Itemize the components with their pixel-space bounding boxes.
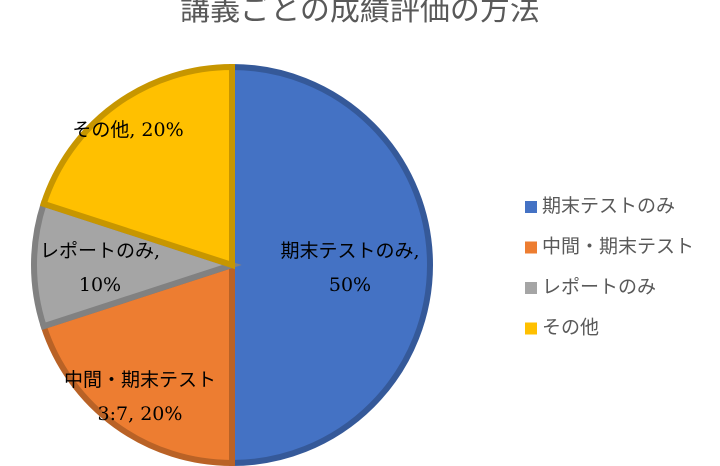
chart-title: 講義ごとの成績評価の方法 [180,0,540,28]
legend-marker [525,322,537,335]
legend-text: 中間・期末テスト [542,236,694,258]
legend-text: その他 [542,317,599,339]
legend-text: 期末テストのみ [542,195,675,217]
pie-slice [229,63,433,466]
legend-marker [525,201,537,213]
data-label: 期末テストのみ, 50% [280,240,420,296]
pie-slice [39,260,235,466]
pie-slice [39,63,235,270]
legend-marker [525,282,537,294]
data-label: レポートのみ, 10% [39,240,161,296]
legend-text: レポートのみ [542,276,656,298]
data-label: 中間・期末テスト3:7, 20% [63,369,216,425]
legend-marker [525,241,537,254]
pie-slice [31,200,242,330]
data-label: その他, 20% [72,119,184,141]
